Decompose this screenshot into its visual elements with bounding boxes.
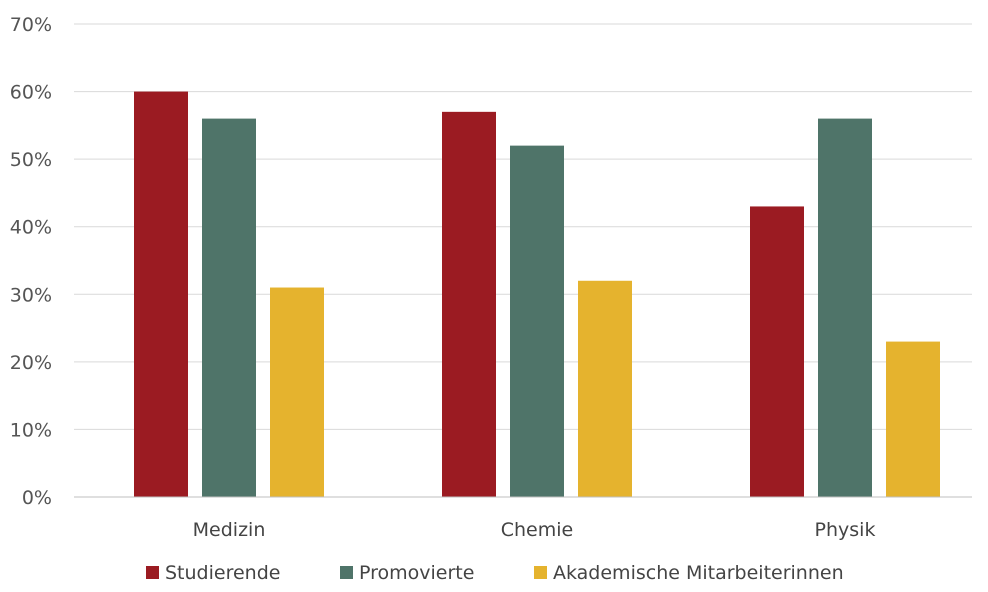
bar-chemie-promovierte [510, 145, 564, 497]
y-tick-label: 10% [10, 419, 52, 441]
x-tick-label-medizin: Medizin [193, 519, 266, 541]
bar-medizin-studierende [134, 91, 188, 498]
y-tick-label: 60% [10, 82, 52, 104]
y-tick-label: 70% [10, 14, 52, 36]
y-tick-label: 40% [10, 217, 52, 239]
bar-chemie-studierende [442, 111, 496, 497]
legend-swatch-promovierte [340, 566, 353, 579]
legend-label-promovierte: Promovierte [359, 562, 474, 584]
y-axis-ticks: 0% 10% 20% 30% 40% 50% 60% 70% [10, 14, 52, 509]
bars [134, 91, 940, 498]
x-tick-label-physik: Physik [815, 519, 876, 541]
y-tick-label: 50% [10, 149, 52, 171]
bar-medizin-akademische-mitarbeiterinnen [270, 287, 324, 497]
bar-physik-akademische-mitarbeiterinnen [886, 341, 940, 497]
x-tick-label-chemie: Chemie [501, 519, 573, 541]
y-tick-label: 30% [10, 284, 52, 306]
legend-swatch-akademische-mitarbeiterinnen [534, 566, 547, 579]
bar-physik-promovierte [818, 118, 872, 497]
bar-physik-studierende [750, 206, 804, 497]
legend-label-studierende: Studierende [165, 562, 280, 584]
legend-swatch-studierende [146, 566, 159, 579]
y-tick-label: 0% [22, 487, 52, 509]
legend: Studierende Promovierte Akademische Mitarb… [146, 562, 844, 584]
bar-medizin-promovierte [202, 118, 256, 497]
legend-label-akademische-mitarbeiterinnen: Akademische Mitarbeiterinnen [553, 562, 844, 584]
bar-chemie-akademische-mitarbeiterinnen [578, 280, 632, 497]
y-tick-label: 20% [10, 352, 52, 374]
x-axis: Medizin Chemie Physik [74, 496, 972, 541]
